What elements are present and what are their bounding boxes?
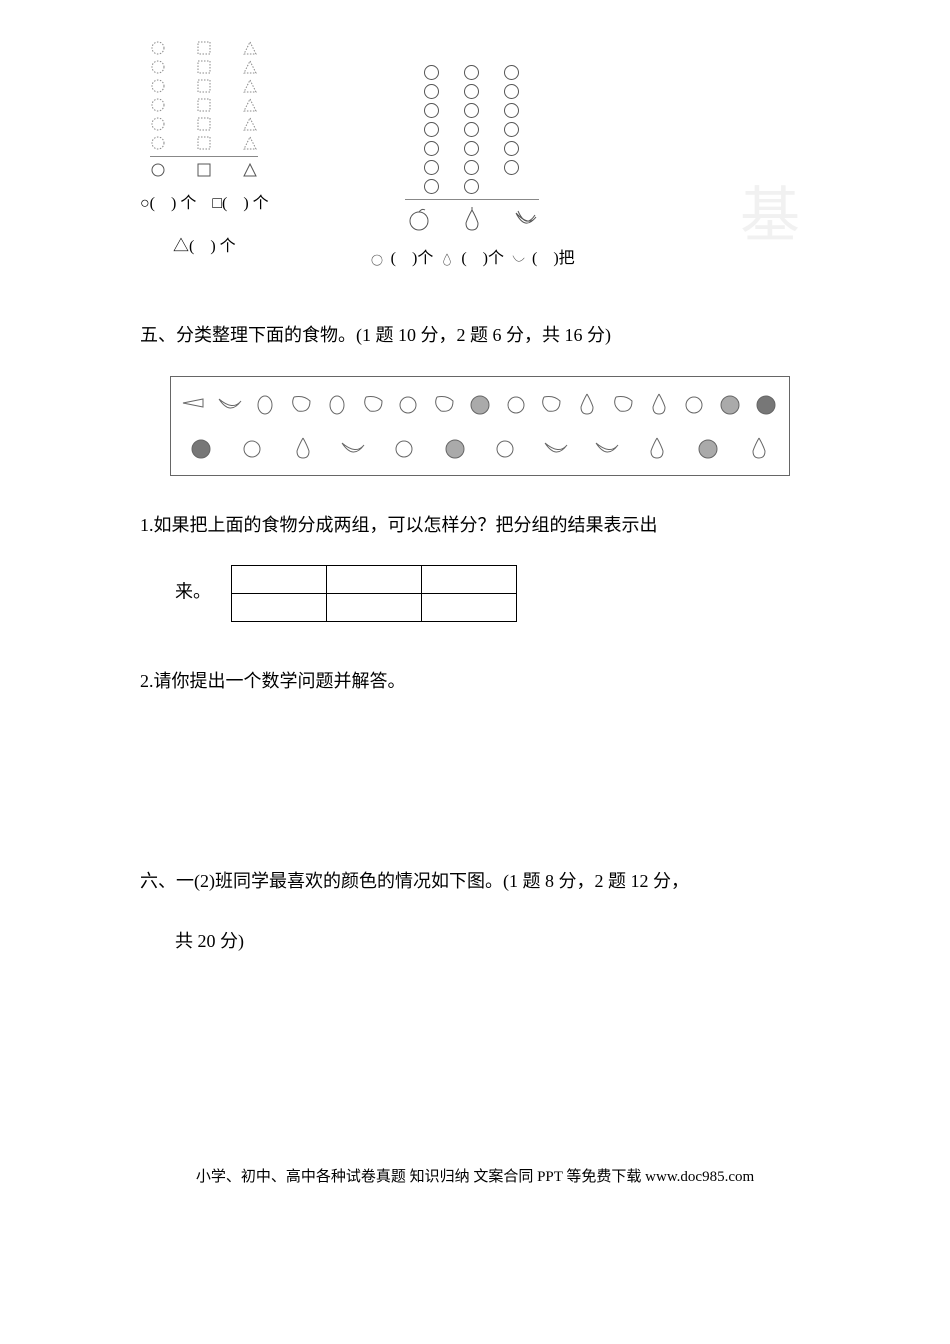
apple-icon — [405, 205, 433, 233]
food-item — [319, 389, 354, 419]
shapes-answer-1: ○( ) 个 □( ) 个 — [140, 186, 269, 221]
food-item — [336, 433, 371, 463]
food-item — [234, 433, 269, 463]
food-item — [589, 433, 624, 463]
food-item — [184, 433, 219, 463]
fruits-answer-line: ( )个 ( )个 ( )把 — [369, 241, 575, 276]
section-five-heading: 五、分类整理下面的食物。(1 题 10 分，2 题 6 分，共 16 分) — [140, 316, 810, 356]
q5-1: 1.如果把上面的食物分成两组，可以怎样分？把分组的结果表示出 — [140, 506, 810, 546]
apple-small-icon — [369, 251, 385, 267]
page-footer: 小学、初中、高中各种试卷真题 知识归纳 文案合同 PPT 等免费下载 www.d… — [140, 1161, 810, 1194]
section-six-heading: 六、一(2)班同学最喜欢的颜色的情况如下图。(1 题 8 分，2 题 12 分， — [140, 862, 810, 902]
food-item — [437, 433, 472, 463]
food-item — [176, 389, 211, 419]
food-item — [355, 389, 390, 419]
food-item — [488, 433, 523, 463]
food-item — [391, 389, 426, 419]
food-item — [386, 433, 421, 463]
food-item — [641, 389, 676, 419]
section-six-tail: 共 20 分) — [175, 922, 810, 962]
food-item — [498, 389, 533, 419]
result-table — [231, 565, 517, 622]
food-item — [538, 433, 573, 463]
food-item — [605, 389, 640, 419]
food-item — [640, 433, 675, 463]
q5-1-tail: 来。 — [175, 565, 810, 622]
circle-icon — [150, 162, 166, 178]
top-images-row: ○( ) 个 □( ) 个 △( ) 个 ( )个 ( )个 ( )把 — [140, 40, 810, 276]
food-item — [248, 389, 283, 419]
food-item — [534, 389, 569, 419]
pear-small-icon — [439, 251, 455, 267]
triangle-icon — [242, 162, 258, 178]
q5-2: 2.请你提出一个数学问题并解答。 — [140, 662, 810, 702]
food-item — [570, 389, 605, 419]
shapes-answer-2: △( ) 个 — [173, 229, 236, 264]
food-item — [212, 389, 247, 419]
banana-small-icon — [510, 251, 526, 267]
food-item — [677, 389, 712, 419]
food-item — [690, 433, 725, 463]
square-icon — [196, 162, 212, 178]
food-item — [748, 389, 783, 419]
food-item — [285, 433, 320, 463]
fruits-block: ( )个 ( )个 ( )把 — [369, 65, 575, 276]
food-item — [284, 389, 319, 419]
food-item — [462, 389, 497, 419]
food-item — [741, 433, 776, 463]
food-item — [713, 389, 748, 419]
pear-icon — [458, 205, 486, 233]
food-item — [427, 389, 462, 419]
food-image-box — [170, 376, 790, 476]
banana-icon — [511, 205, 539, 233]
shapes-block: ○( ) 个 □( ) 个 △( ) 个 — [140, 40, 269, 276]
